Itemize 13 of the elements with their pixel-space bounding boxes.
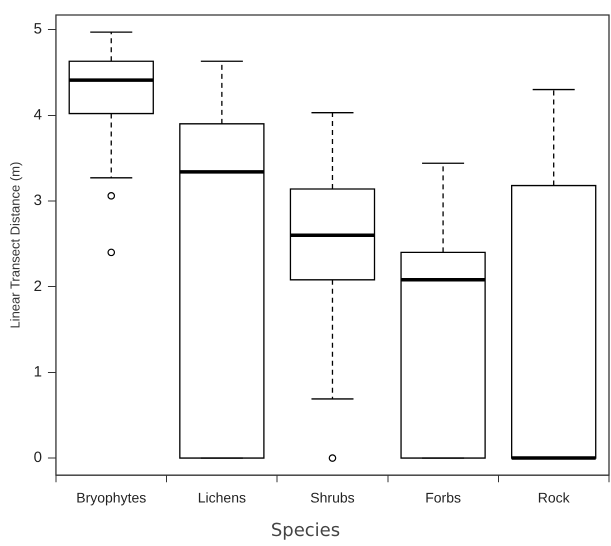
x-tick-label: Shrubs (310, 489, 355, 506)
y-tick-label: 4 (34, 106, 42, 124)
y-tick-label: 0 (34, 449, 42, 466)
x-axis-title: Species (270, 520, 342, 541)
y-tick-label: 2 (34, 278, 42, 295)
x-tick-label: Lichens (198, 489, 246, 506)
y-tick-label: 3 (34, 192, 42, 210)
x-tick-label: Rock (538, 489, 571, 506)
x-tick-label: Forbs (425, 489, 461, 506)
y-tick-label: 1 (34, 364, 42, 381)
y-tick-label: 5 (34, 20, 42, 38)
x-tick-label: Bryophytes (76, 489, 146, 506)
y-axis-title: Linear Transect Distance (m) (7, 162, 22, 329)
